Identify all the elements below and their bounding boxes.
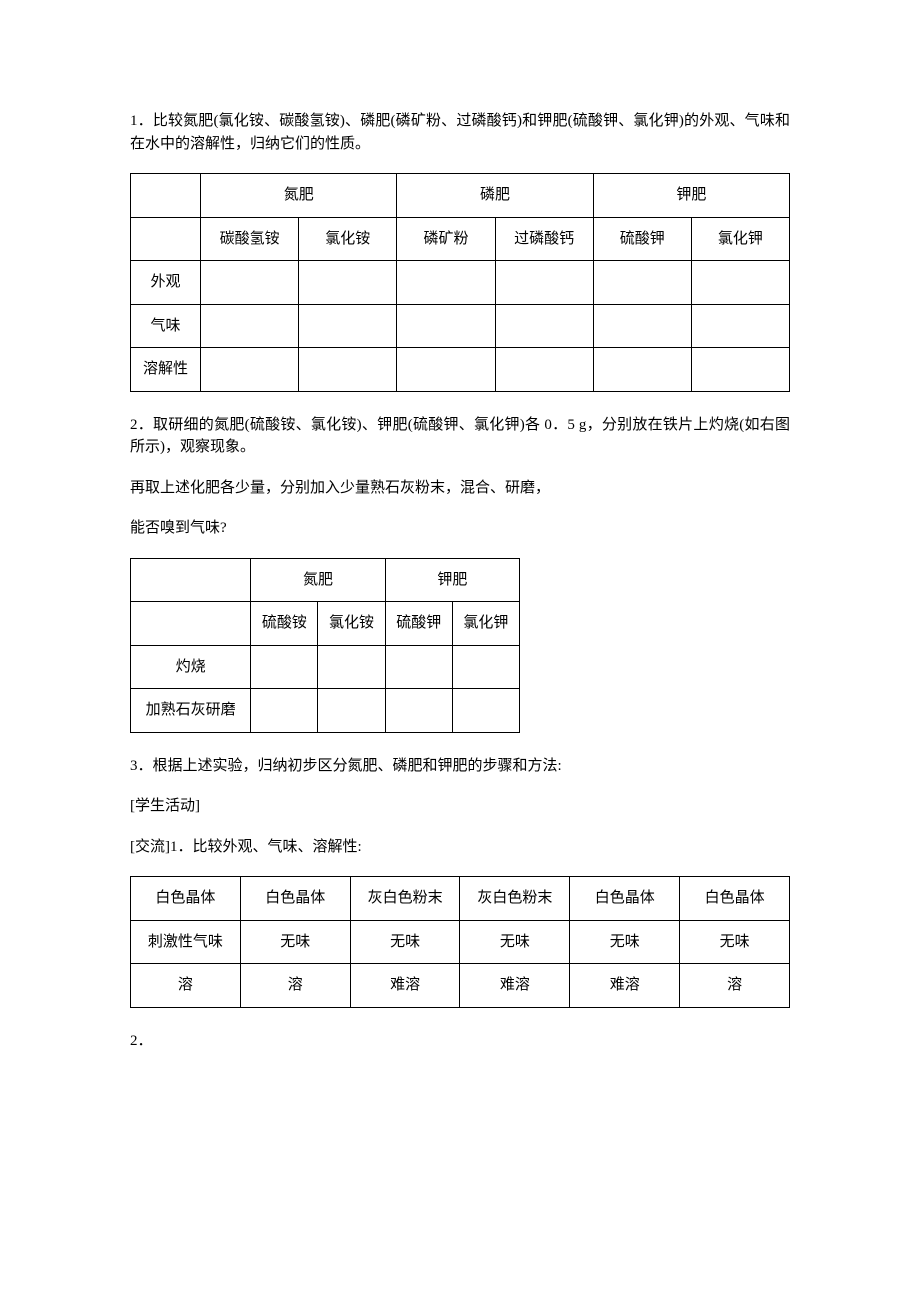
table-cell: 白色晶体: [570, 877, 680, 921]
table-cell: 溶: [680, 964, 790, 1008]
table-cell: 无味: [680, 920, 790, 964]
table-cell: 无味: [570, 920, 680, 964]
table-header-phosphorus: 磷肥: [397, 174, 593, 218]
table-cell-empty: [131, 174, 201, 218]
table-cell: 白色晶体: [131, 877, 241, 921]
table-cell-empty: [131, 217, 201, 261]
table-cell: [495, 304, 593, 348]
table-cell: [299, 348, 397, 392]
table-cell: [385, 645, 452, 689]
table-cell: 溶: [240, 964, 350, 1008]
table-header-potassium: 钾肥: [593, 174, 789, 218]
table-cell: [452, 645, 519, 689]
table-cell: 难溶: [570, 964, 680, 1008]
table-subheader: 氯化钾: [691, 217, 789, 261]
table-burn-test: 氮肥 钾肥 硫酸铵 氯化铵 硫酸钾 氯化钾 灼烧 加熟石灰研磨: [130, 558, 520, 733]
table-cell: 白色晶体: [240, 877, 350, 921]
table-cell: 灰白色粉末: [350, 877, 460, 921]
table-cell: [452, 689, 519, 733]
paragraph-3: 再取上述化肥各少量，分别加入少量熟石灰粉末，混合、研磨，: [130, 477, 790, 500]
table-subheader: 硫酸钾: [385, 602, 452, 646]
table-cell: [691, 304, 789, 348]
table-subheader: 硫酸钾: [593, 217, 691, 261]
paragraph-1: 1．比较氮肥(氯化铵、碳酸氢铵)、磷肥(磷矿粉、过磷酸钙)和钾肥(硫酸钾、氯化钾…: [130, 110, 790, 155]
table-cell: [593, 261, 691, 305]
table-cell: 无味: [240, 920, 350, 964]
table-row-label: 气味: [131, 304, 201, 348]
table-cell: 难溶: [460, 964, 570, 1008]
table-subheader: 过磷酸钙: [495, 217, 593, 261]
table-cell: 溶: [131, 964, 241, 1008]
table-cell: [251, 645, 318, 689]
table-cell: [251, 689, 318, 733]
table-cell: [691, 261, 789, 305]
table-fertilizer-properties: 氮肥 磷肥 钾肥 碳酸氢铵 氯化铵 磷矿粉 过磷酸钙 硫酸钾 氯化钾 外观 气味…: [130, 173, 790, 392]
table-subheader: 氯化钾: [452, 602, 519, 646]
table-cell: [318, 689, 385, 733]
table-subheader: 氯化铵: [299, 217, 397, 261]
paragraph-8: 2．: [130, 1030, 790, 1053]
table-subheader: 碳酸氢铵: [201, 217, 299, 261]
table-row-label: 加熟石灰研磨: [131, 689, 251, 733]
table-cell: [397, 304, 495, 348]
table-cell: [201, 304, 299, 348]
table-subheader: 氯化铵: [318, 602, 385, 646]
table-cell-empty: [131, 558, 251, 602]
table-header-nitrogen: 氮肥: [201, 174, 397, 218]
table-cell: [201, 348, 299, 392]
table-row-label: 灼烧: [131, 645, 251, 689]
table-cell: [397, 348, 495, 392]
table-cell: [201, 261, 299, 305]
table-cell: 难溶: [350, 964, 460, 1008]
table-cell: [691, 348, 789, 392]
table-header-nitrogen: 氮肥: [251, 558, 385, 602]
table-cell-empty: [131, 602, 251, 646]
table-header-potassium: 钾肥: [385, 558, 519, 602]
paragraph-4: 能否嗅到气味?: [130, 517, 790, 540]
table-cell: [495, 348, 593, 392]
table-cell: [593, 348, 691, 392]
table-subheader: 磷矿粉: [397, 217, 495, 261]
table-cell: [299, 304, 397, 348]
table-cell: [593, 304, 691, 348]
table-cell: [397, 261, 495, 305]
table-cell: [318, 645, 385, 689]
table-results: 白色晶体 白色晶体 灰白色粉末 灰白色粉末 白色晶体 白色晶体 刺激性气味 无味…: [130, 876, 790, 1008]
table-cell: [495, 261, 593, 305]
paragraph-5: 3．根据上述实验，归纳初步区分氮肥、磷肥和钾肥的步骤和方法:: [130, 755, 790, 778]
table-subheader: 硫酸铵: [251, 602, 318, 646]
table-cell: 灰白色粉末: [460, 877, 570, 921]
table-cell: [299, 261, 397, 305]
paragraph-6: [学生活动]: [130, 795, 790, 818]
paragraph-7: [交流]1．比较外观、气味、溶解性:: [130, 836, 790, 859]
table-row-label: 溶解性: [131, 348, 201, 392]
table-cell: 白色晶体: [680, 877, 790, 921]
table-cell: 无味: [460, 920, 570, 964]
paragraph-2: 2．取研细的氮肥(硫酸铵、氯化铵)、钾肥(硫酸钾、氯化钾)各 0．5 g，分别放…: [130, 414, 790, 459]
table-cell: [385, 689, 452, 733]
table-cell: 刺激性气味: [131, 920, 241, 964]
table-cell: 无味: [350, 920, 460, 964]
table-row-label: 外观: [131, 261, 201, 305]
